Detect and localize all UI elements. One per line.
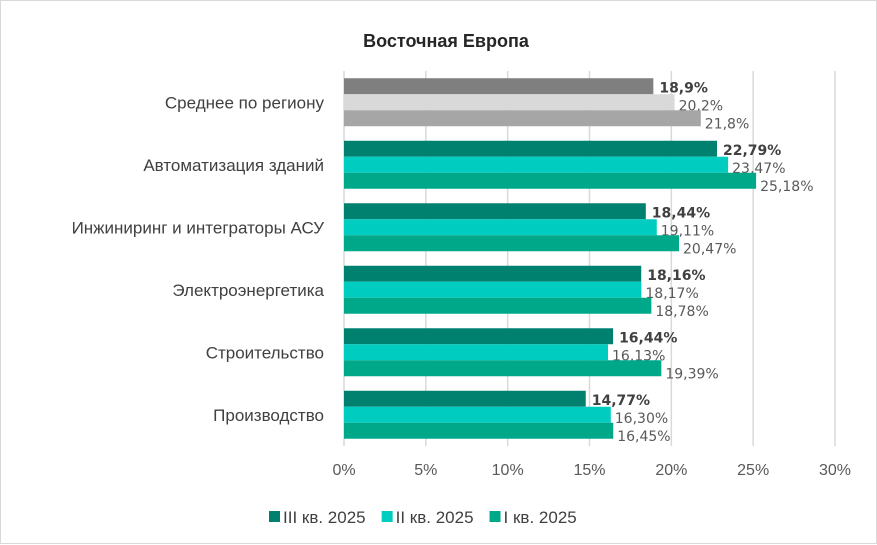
x-tick-label: 10% bbox=[492, 462, 524, 479]
category-label: Автоматизация зданий bbox=[143, 156, 324, 175]
chart-title: Восточная Европа bbox=[363, 31, 530, 51]
data-label: 18,78% bbox=[655, 304, 708, 320]
bar bbox=[344, 110, 701, 127]
x-tick-label: 20% bbox=[655, 462, 687, 479]
bar bbox=[344, 265, 642, 282]
x-tick-label: 0% bbox=[332, 462, 355, 479]
legend-swatch bbox=[269, 511, 280, 522]
data-label: 22,79% bbox=[723, 143, 781, 159]
data-label: 14,77% bbox=[592, 393, 650, 409]
bar bbox=[344, 235, 680, 252]
bar bbox=[344, 328, 614, 345]
bar bbox=[344, 297, 652, 314]
data-label: 16,45% bbox=[617, 429, 670, 445]
category-label: Электроэнергетика bbox=[172, 281, 324, 300]
legend-label: I кв. 2025 bbox=[504, 508, 577, 527]
bar bbox=[344, 422, 614, 439]
data-label: 21,8% bbox=[705, 116, 749, 132]
bar bbox=[344, 172, 757, 189]
data-label: 18,9% bbox=[659, 80, 708, 96]
legend-label: III кв. 2025 bbox=[283, 508, 366, 527]
legend-label: II кв. 2025 bbox=[396, 508, 474, 527]
bar bbox=[344, 140, 717, 157]
bar bbox=[344, 156, 729, 173]
bar bbox=[344, 219, 657, 236]
category-label: Строительство bbox=[206, 343, 324, 362]
bar bbox=[344, 344, 608, 361]
data-label: 20,47% bbox=[683, 241, 736, 257]
legend-swatch bbox=[489, 511, 501, 522]
category-label: Среднее по региону bbox=[165, 93, 325, 112]
data-label: 19,39% bbox=[665, 366, 718, 382]
data-label: 25,18% bbox=[760, 179, 813, 195]
bar bbox=[344, 406, 611, 423]
data-label: 16,30% bbox=[615, 411, 668, 427]
legend-swatch bbox=[381, 511, 393, 522]
x-tick-label: 15% bbox=[573, 462, 605, 479]
category-label: Производство bbox=[213, 406, 324, 425]
data-label: 18,44% bbox=[652, 205, 710, 221]
category-label: Инжиниринг и интеграторы АСУ bbox=[72, 218, 325, 237]
data-label: 16,44% bbox=[619, 330, 677, 346]
bar bbox=[344, 78, 654, 95]
x-tick-label: 25% bbox=[737, 462, 769, 479]
x-tick-label: 30% bbox=[819, 462, 851, 479]
bar bbox=[344, 360, 662, 377]
bar bbox=[344, 94, 675, 111]
bar bbox=[344, 390, 586, 407]
x-tick-label: 5% bbox=[414, 462, 437, 479]
data-label: 18,16% bbox=[647, 268, 705, 284]
bar bbox=[344, 203, 646, 220]
data-label: 18,17% bbox=[645, 286, 698, 302]
bar bbox=[344, 281, 642, 298]
